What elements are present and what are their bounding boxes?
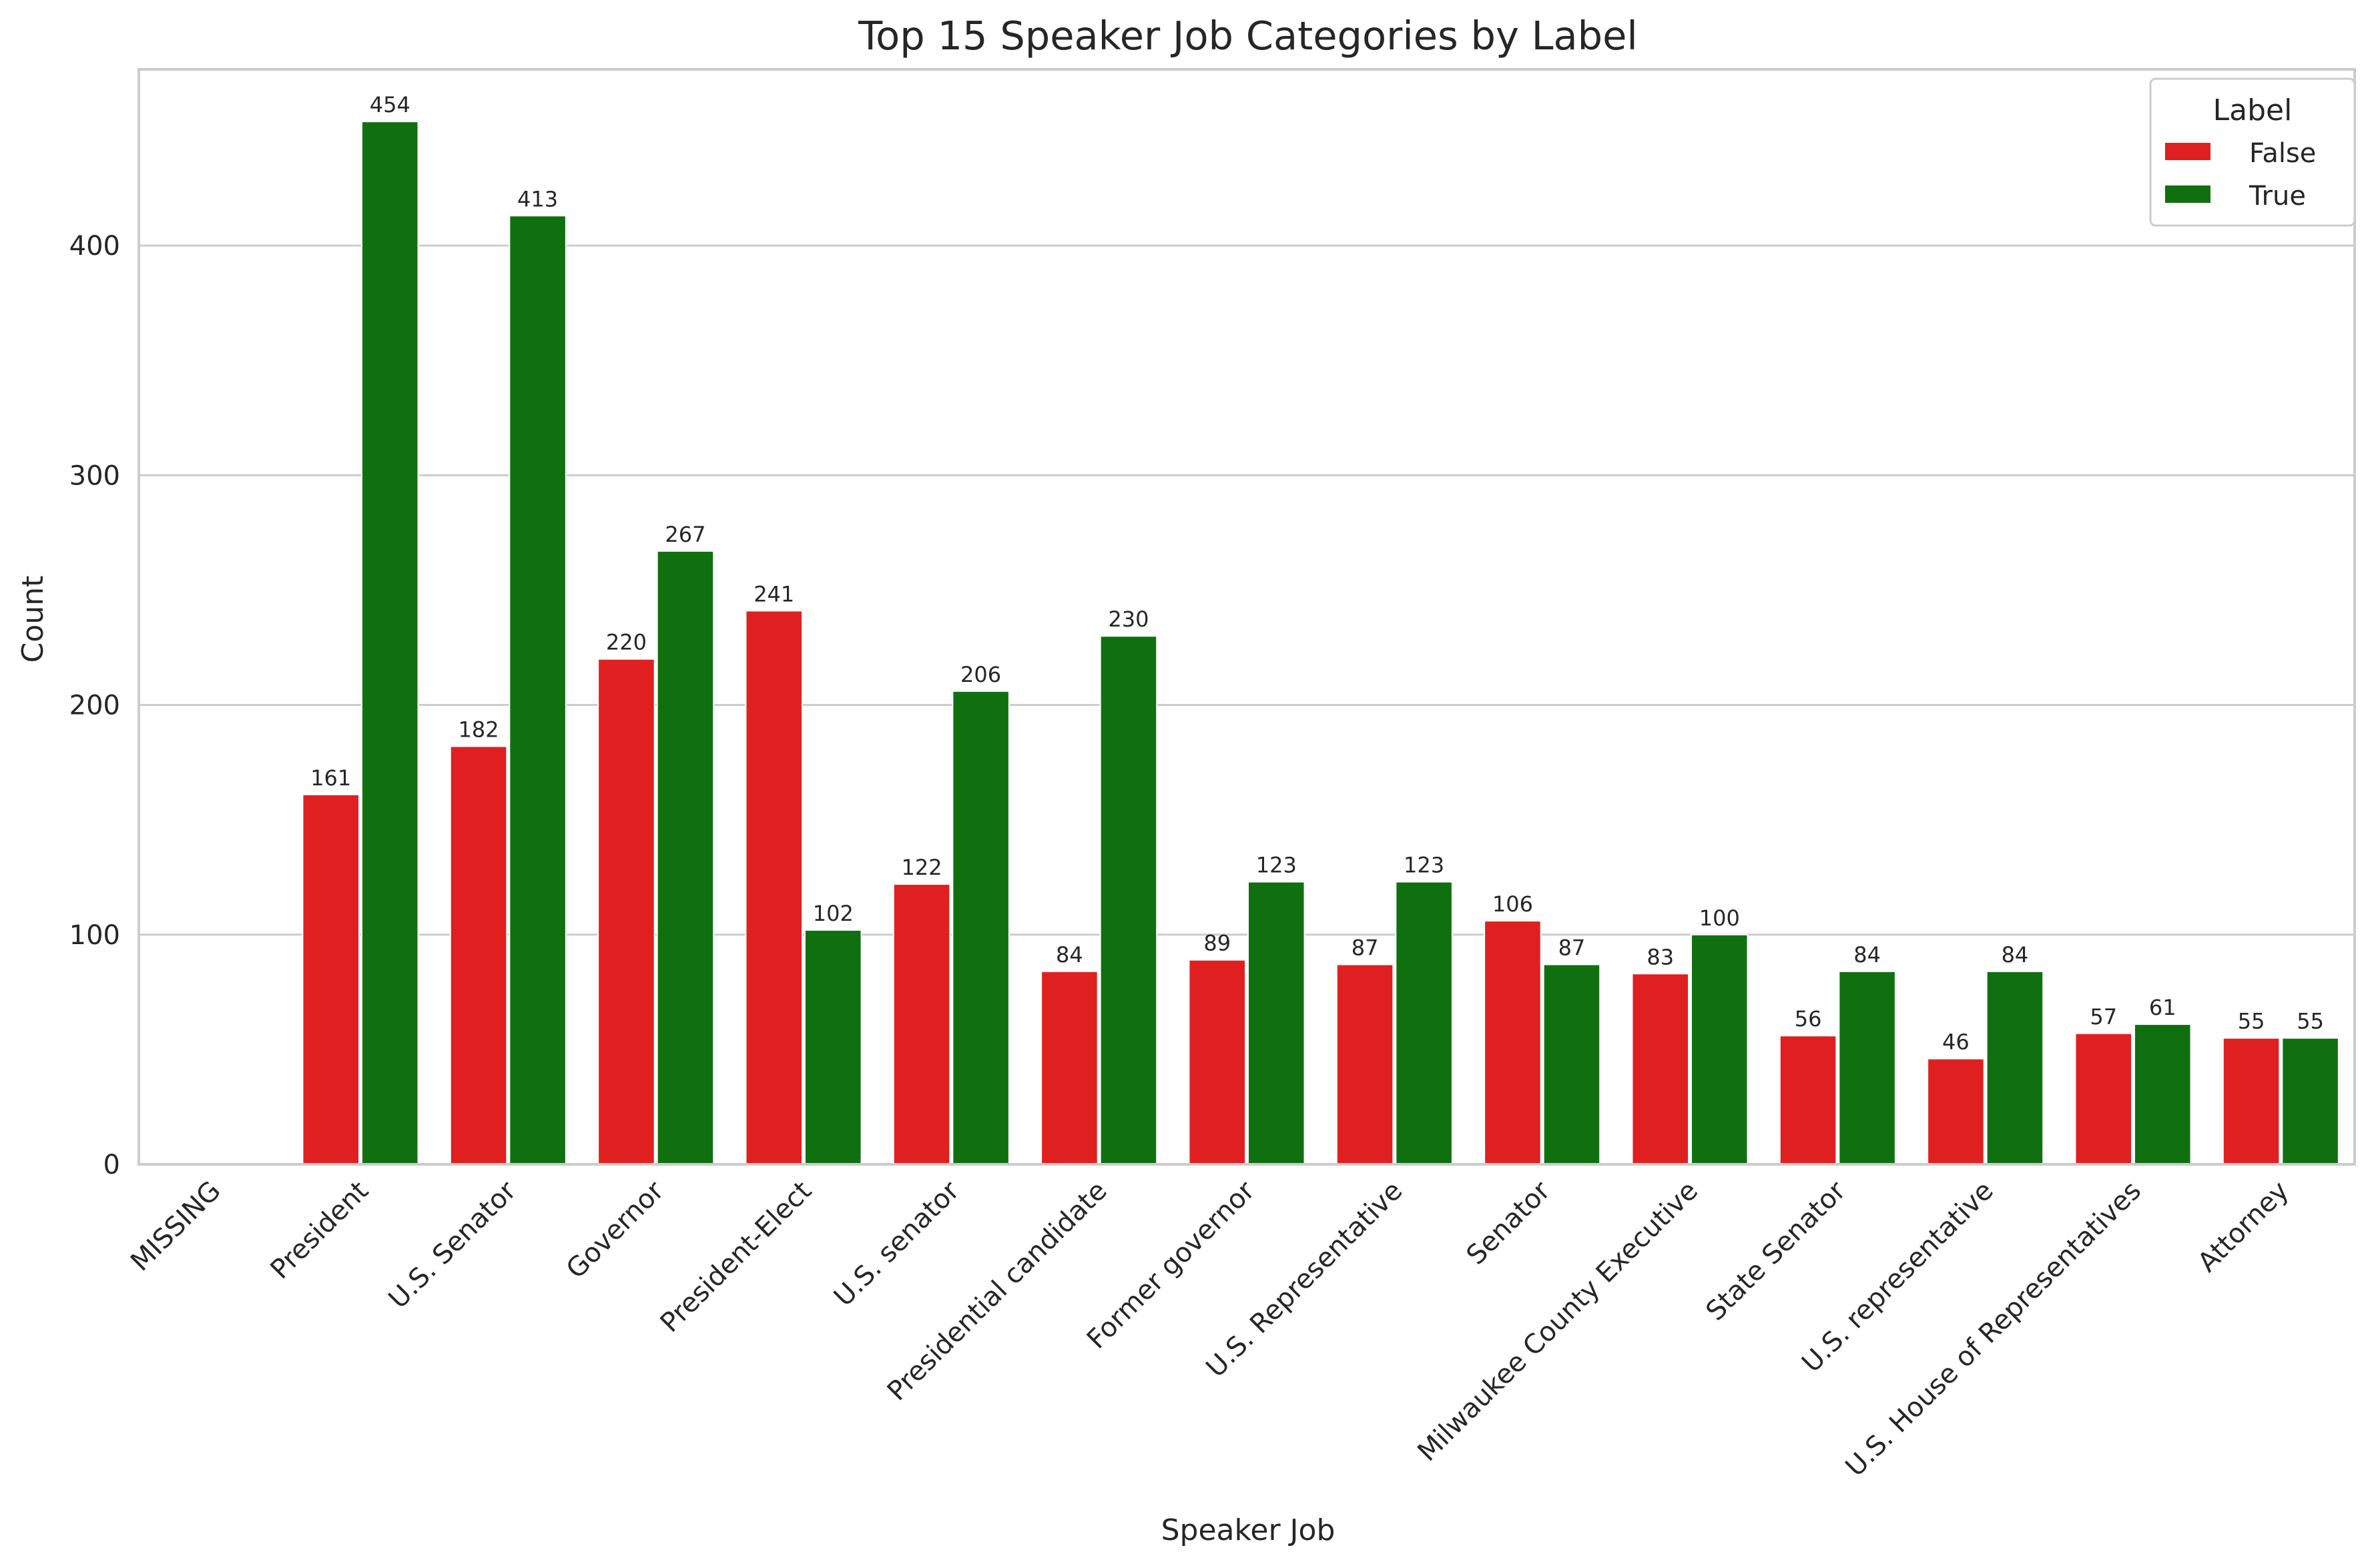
bar-true-3 — [656, 550, 715, 1165]
bar-true-2 — [509, 215, 567, 1165]
data-label: 83 — [1647, 944, 1674, 969]
data-label: 413 — [517, 186, 558, 212]
data-label: 241 — [754, 581, 794, 607]
legend: Label False True — [2149, 77, 2356, 227]
legend-label-false: False — [2249, 138, 2316, 169]
bar-true-13 — [2134, 1024, 2192, 1165]
legend-label-true: True — [2249, 181, 2306, 212]
bar-false-1 — [302, 793, 360, 1165]
data-label: 206 — [960, 662, 1001, 687]
bar-false-11 — [1779, 1035, 1837, 1165]
bar-false-8 — [1336, 963, 1394, 1165]
x-tick-label: Attorney — [2192, 1176, 2295, 1278]
bar-true-1 — [361, 121, 419, 1166]
data-label: 89 — [1203, 931, 1231, 956]
data-label: 102 — [813, 901, 854, 926]
x-tick-label: Governor — [561, 1175, 670, 1284]
data-label: 100 — [1699, 905, 1740, 931]
x-tick-label: Milwaukee County Executive — [1412, 1176, 1704, 1468]
data-label: 122 — [902, 855, 942, 880]
x-tick-label: President — [265, 1176, 374, 1285]
data-label: 84 — [1056, 942, 1083, 967]
y-tick-label: 200 — [69, 691, 120, 721]
data-label: 230 — [1108, 607, 1149, 632]
legend-swatch-false — [2165, 143, 2210, 160]
bar-false-2 — [449, 745, 508, 1166]
bar-false-13 — [2074, 1032, 2132, 1165]
bar-false-4 — [745, 610, 804, 1165]
x-tick-label: President-Elect — [655, 1176, 818, 1338]
bar-true-10 — [1691, 933, 1749, 1165]
bar-true-7 — [1247, 881, 1305, 1165]
bar-false-14 — [2222, 1037, 2281, 1166]
bar-true-6 — [1099, 635, 1158, 1165]
bar-false-6 — [1041, 970, 1099, 1166]
plot-frame — [137, 68, 2356, 1166]
data-label: 84 — [2002, 942, 2029, 967]
bar-true-5 — [952, 690, 1010, 1165]
data-label: 46 — [1942, 1030, 1970, 1055]
x-tick-label: U.S. Senator — [383, 1175, 523, 1314]
bar-false-9 — [1484, 920, 1542, 1166]
chart-title: Top 15 Speaker Job Categories by Label — [858, 13, 1638, 59]
legend-title: Label — [2213, 93, 2293, 127]
data-label: 267 — [665, 522, 705, 547]
bar-true-8 — [1395, 881, 1453, 1165]
x-axis-ticks: MISSING President U.S. Senator GovernorPres… — [125, 1175, 2295, 1483]
x-tick-label: State Senator — [1700, 1175, 1851, 1326]
y-tick-label: 400 — [69, 231, 120, 262]
data-label: 84 — [1853, 942, 1881, 967]
data-label: 454 — [370, 92, 410, 117]
bar-false-7 — [1188, 959, 1247, 1165]
x-axis-label: Speaker Job — [1161, 1513, 1336, 1547]
data-label: 220 — [606, 630, 647, 655]
data-label: 123 — [1256, 853, 1297, 878]
data-label: 161 — [310, 765, 351, 791]
bar-true-4 — [804, 929, 862, 1166]
data-label: 87 — [1558, 935, 1586, 961]
y-tick-label: 100 — [69, 920, 120, 951]
x-tick-label: U.S. House of Representatives — [1840, 1176, 2147, 1483]
data-label: 57 — [2090, 1004, 2117, 1030]
bar-false-12 — [1927, 1058, 1985, 1165]
x-tick-label: MISSING — [125, 1176, 227, 1278]
y-axis-label: Count — [16, 576, 50, 663]
data-label: 55 — [2297, 1009, 2324, 1034]
bars — [302, 121, 2339, 1166]
x-tick-label: Senator — [1461, 1175, 1557, 1271]
bar-true-9 — [1542, 963, 1601, 1165]
data-label: 182 — [459, 717, 499, 742]
bar-false-5 — [892, 883, 951, 1165]
data-label: 55 — [2238, 1009, 2265, 1034]
data-label: 56 — [1795, 1006, 1822, 1032]
data-label: 106 — [1492, 891, 1533, 917]
bar-false-3 — [597, 658, 655, 1165]
y-axis-ticks: 0 100 200 300 400 — [69, 231, 120, 1180]
data-label: 123 — [1404, 853, 1444, 878]
data-label: 87 — [1352, 935, 1379, 961]
data-labels: 161 454 182 413 220 267 241 102 122 206 84 230 89 123… — [310, 92, 2324, 1055]
bar-true-12 — [1986, 970, 2044, 1166]
bar-true-11 — [1838, 970, 1896, 1166]
bar-false-10 — [1631, 973, 1689, 1165]
y-tick-label: 0 — [103, 1150, 120, 1180]
data-label: 61 — [2149, 995, 2176, 1020]
legend-swatch-true — [2165, 185, 2210, 203]
y-tick-label: 300 — [69, 460, 120, 491]
bar-true-14 — [2281, 1037, 2339, 1166]
x-tick-label: U.S. senator — [828, 1175, 966, 1312]
